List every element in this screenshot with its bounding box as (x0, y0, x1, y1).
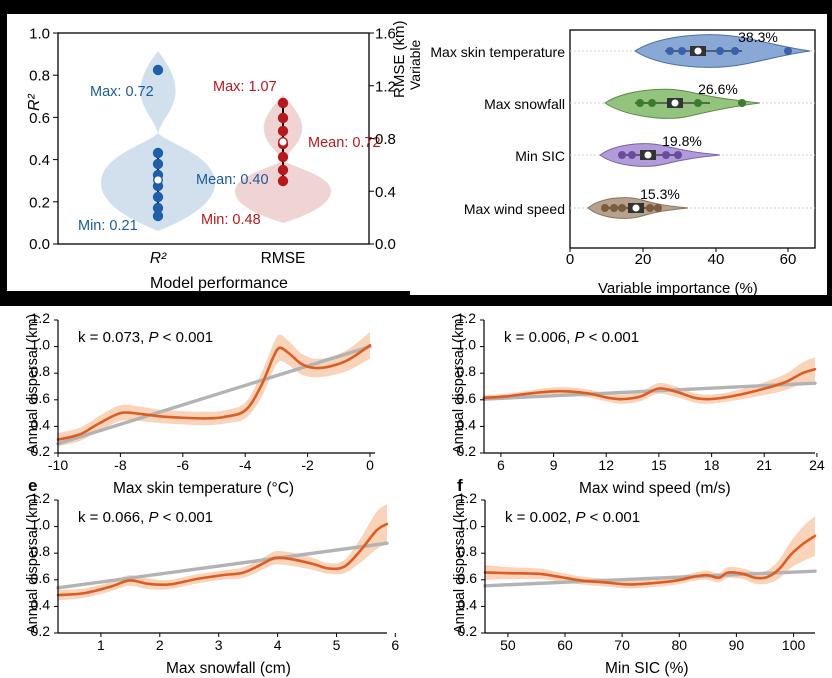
svg-text:6: 6 (391, 637, 399, 653)
svg-text:18: 18 (704, 457, 720, 473)
svg-text:100: 100 (782, 637, 806, 653)
svg-text:21: 21 (756, 457, 772, 473)
svg-text:0.8: 0.8 (29, 68, 50, 85)
svg-text:24: 24 (809, 457, 825, 473)
svg-text:0: 0 (566, 251, 574, 268)
svg-text:60: 60 (557, 637, 573, 653)
svg-text:R²: R² (150, 250, 167, 267)
svg-text:1.0: 1.0 (29, 26, 50, 43)
svg-text:70: 70 (614, 637, 630, 653)
svg-text:Max: 0.72: Max: 0.72 (90, 84, 154, 100)
svg-text:0.8: 0.8 (375, 131, 396, 148)
svg-text:15.3%: 15.3% (640, 186, 680, 202)
svg-text:2: 2 (156, 637, 164, 653)
svg-text:-10: -10 (48, 457, 68, 473)
svg-text:Mean: 0.72: Mean: 0.72 (308, 135, 381, 151)
svg-text:0.2: 0.2 (29, 194, 50, 211)
svg-text:3: 3 (215, 637, 223, 653)
svg-text:Mean: 0.40: Mean: 0.40 (196, 172, 269, 188)
svg-text:k = 0.006, P < 0.001: k = 0.006, P < 0.001 (504, 329, 639, 346)
svg-text:RMSE: RMSE (261, 250, 306, 267)
svg-text:90: 90 (729, 637, 745, 653)
svg-text:0.0: 0.0 (29, 236, 50, 253)
svg-text:-2: -2 (301, 457, 314, 473)
svg-text:12: 12 (598, 457, 614, 473)
svg-text:38.3%: 38.3% (738, 29, 778, 45)
svg-text:5: 5 (333, 637, 341, 653)
svg-text:15: 15 (651, 457, 667, 473)
svg-text:6: 6 (497, 457, 505, 473)
svg-text:50: 50 (500, 637, 516, 653)
svg-text:-8: -8 (114, 457, 127, 473)
svg-text:0.4: 0.4 (375, 184, 396, 201)
svg-text:26.6%: 26.6% (698, 81, 738, 97)
svg-text:0: 0 (366, 457, 374, 473)
svg-text:1: 1 (97, 637, 105, 653)
svg-text:19.8%: 19.8% (662, 133, 702, 149)
svg-text:-6: -6 (177, 457, 190, 473)
svg-text:Min: 0.48: Min: 0.48 (201, 212, 261, 228)
svg-text:9: 9 (550, 457, 558, 473)
svg-text:40: 40 (708, 251, 725, 268)
svg-text:80: 80 (672, 637, 688, 653)
svg-text:60: 60 (780, 251, 797, 268)
svg-text:k = 0.066, P < 0.001: k = 0.066, P < 0.001 (78, 509, 213, 526)
svg-text:0.4: 0.4 (29, 152, 50, 169)
svg-text:-4: -4 (239, 457, 252, 473)
svg-text:Min: 0.21: Min: 0.21 (78, 218, 138, 234)
svg-text:0.0: 0.0 (375, 236, 396, 253)
svg-text:Max: 1.07: Max: 1.07 (213, 79, 277, 95)
svg-text:20: 20 (635, 251, 652, 268)
svg-text:k = 0.002, P < 0.001: k = 0.002, P < 0.001 (505, 509, 640, 526)
svg-text:0.6: 0.6 (29, 110, 50, 127)
svg-text:4: 4 (274, 637, 282, 653)
svg-text:k = 0.073, P < 0.001: k = 0.073, P < 0.001 (78, 329, 213, 346)
